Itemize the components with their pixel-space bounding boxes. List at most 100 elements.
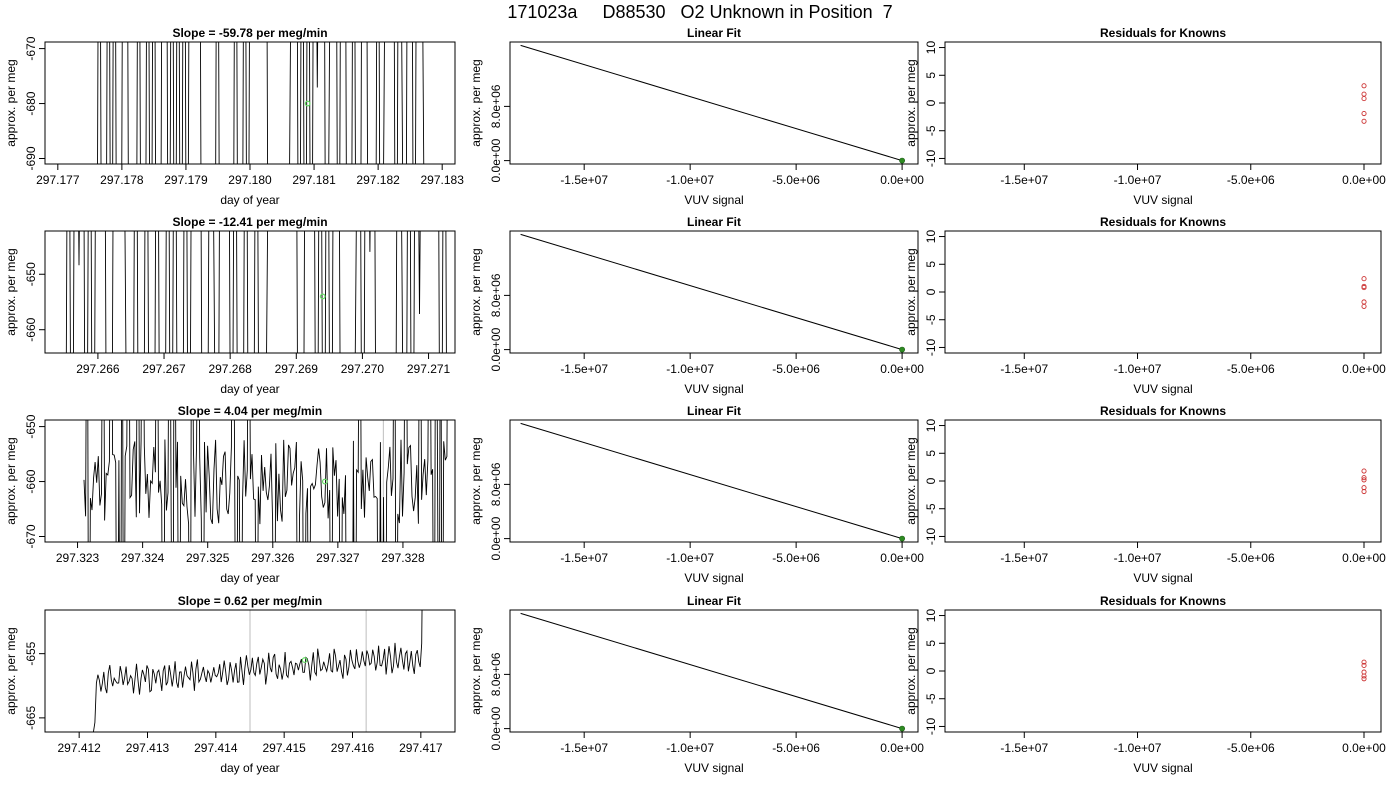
chart-panel: Linear Fit VUV signal approx. per meg -1.5e… bbox=[469, 594, 924, 775]
x-axis-label: VUV signal bbox=[1133, 571, 1192, 585]
y-tick-label: -665 bbox=[24, 706, 38, 730]
x-axis-label: VUV signal bbox=[1133, 382, 1192, 396]
fit-line bbox=[520, 422, 903, 540]
plot-frame bbox=[944, 41, 1382, 165]
x-tick-label: 297.178 bbox=[100, 173, 144, 187]
residual-point bbox=[1361, 83, 1367, 89]
x-tick-label: 0.0e+00 bbox=[1342, 173, 1386, 187]
residual-point bbox=[1361, 477, 1367, 483]
plot-area bbox=[1361, 468, 1367, 495]
chart-panel: Residuals for Knowns VUV signal approx. pe… bbox=[904, 594, 1386, 775]
plot-area bbox=[520, 612, 903, 730]
series-line bbox=[97, 42, 425, 164]
y-tick-label: 0.0e+00 bbox=[489, 327, 503, 371]
x-tick-label: -1.0e+07 bbox=[1114, 741, 1162, 755]
x-tick-label: 297.183 bbox=[420, 173, 464, 187]
x-tick-label: -1.5e+07 bbox=[1000, 741, 1048, 755]
residual-point bbox=[1361, 673, 1367, 679]
y-tick-label: 8.0e+06 bbox=[489, 273, 503, 317]
x-tick-label: -1.0e+07 bbox=[666, 362, 714, 376]
y-tick-label: 5 bbox=[924, 261, 938, 268]
y-tick-label: -10 bbox=[924, 149, 938, 167]
x-tick-label: 0.0e+00 bbox=[1342, 362, 1386, 376]
plot-frame bbox=[944, 230, 1382, 354]
x-tick-label: -5.0e+06 bbox=[772, 551, 820, 565]
residual-point bbox=[1361, 91, 1367, 97]
plot-frame bbox=[509, 419, 919, 543]
plot-area bbox=[520, 233, 903, 351]
residual-point bbox=[1361, 276, 1367, 282]
x-tick-label: 297.328 bbox=[381, 551, 425, 565]
x-tick-label: -1.5e+07 bbox=[1000, 362, 1048, 376]
x-tick-label: -1.0e+07 bbox=[1114, 173, 1162, 187]
x-tick-label: 297.269 bbox=[275, 362, 319, 376]
y-tick-label: -650 bbox=[24, 414, 38, 438]
plot-area bbox=[1361, 276, 1367, 309]
y-tick-label: 5 bbox=[924, 72, 938, 79]
chart-panel: Slope = 4.04 per meg/min day of year appro… bbox=[4, 404, 456, 585]
residual-point bbox=[1361, 285, 1367, 291]
chart-title: Slope = -59.78 per meg/min bbox=[172, 26, 327, 40]
x-tick-label: -5.0e+06 bbox=[772, 362, 820, 376]
x-tick-label: 0.0e+00 bbox=[880, 551, 924, 565]
x-tick-label: -1.0e+07 bbox=[666, 741, 714, 755]
x-tick-label: 0.0e+00 bbox=[880, 741, 924, 755]
x-tick-label: -5.0e+06 bbox=[772, 741, 820, 755]
y-tick-label: 10 bbox=[924, 609, 938, 623]
residual-point bbox=[1361, 468, 1367, 474]
y-tick-label: -670 bbox=[24, 36, 38, 60]
chart-title: Slope = -12.41 per meg/min bbox=[172, 215, 327, 229]
mean-marker bbox=[301, 657, 308, 663]
chart-panel: Residuals for Knowns VUV signal approx. pe… bbox=[904, 404, 1386, 585]
x-tick-label: -1.5e+07 bbox=[1000, 551, 1048, 565]
x-axis-label: day of year bbox=[220, 193, 279, 207]
residual-point bbox=[1361, 488, 1367, 495]
y-tick-label: -5 bbox=[924, 125, 938, 136]
fit-line bbox=[520, 44, 903, 162]
plot-area bbox=[1361, 83, 1367, 124]
residual-point bbox=[1361, 110, 1367, 117]
x-tick-label: -1.5e+07 bbox=[560, 741, 608, 755]
residual-point bbox=[1361, 299, 1367, 305]
chart-panel: Slope = -59.78 per meg/min day of year app… bbox=[4, 26, 464, 207]
fit-point bbox=[899, 157, 906, 164]
plot-area bbox=[520, 422, 903, 540]
x-tick-label: 297.326 bbox=[251, 551, 295, 565]
y-tick-label: -10 bbox=[924, 717, 938, 735]
y-tick-label: 0 bbox=[924, 667, 938, 674]
x-tick-label: 0.0e+00 bbox=[1342, 741, 1386, 755]
y-tick-label: -660 bbox=[24, 469, 38, 493]
y-axis-label: approx. per meg bbox=[904, 437, 918, 524]
x-tick-label: -5.0e+06 bbox=[1227, 741, 1275, 755]
y-tick-label: -670 bbox=[24, 524, 38, 548]
y-tick-label: -5 bbox=[924, 314, 938, 325]
x-tick-label: 297.415 bbox=[262, 741, 306, 755]
x-tick-label: 297.414 bbox=[194, 741, 238, 755]
chart-title: Linear Fit bbox=[687, 404, 741, 418]
chart-panel: Linear Fit VUV signal approx. per meg -1.5e… bbox=[469, 26, 924, 207]
x-tick-label: -5.0e+06 bbox=[1227, 173, 1275, 187]
y-tick-label: 0 bbox=[924, 477, 938, 484]
x-axis-label: day of year bbox=[220, 761, 279, 775]
y-axis-label: approx. per meg bbox=[4, 248, 18, 335]
x-tick-label: 297.324 bbox=[121, 551, 165, 565]
x-tick-label: 297.180 bbox=[228, 173, 272, 187]
x-tick-label: 297.181 bbox=[292, 173, 336, 187]
y-tick-label: 5 bbox=[924, 640, 938, 647]
x-tick-label: -5.0e+06 bbox=[1227, 362, 1275, 376]
chart-title: Residuals for Knowns bbox=[1100, 404, 1226, 418]
mean-marker bbox=[319, 293, 326, 300]
plot-frame bbox=[44, 419, 456, 543]
x-tick-label: 297.416 bbox=[331, 741, 375, 755]
plot-area bbox=[65, 231, 447, 353]
x-tick-label: 297.323 bbox=[56, 551, 100, 565]
plot-area bbox=[83, 420, 448, 542]
y-tick-label: -650 bbox=[24, 262, 38, 286]
plot-frame bbox=[944, 609, 1382, 733]
x-tick-label: 297.270 bbox=[341, 362, 385, 376]
x-tick-label: 297.182 bbox=[356, 173, 400, 187]
plot-area bbox=[520, 44, 903, 162]
y-tick-label: -680 bbox=[24, 91, 38, 115]
x-tick-label: -1.5e+07 bbox=[560, 551, 608, 565]
